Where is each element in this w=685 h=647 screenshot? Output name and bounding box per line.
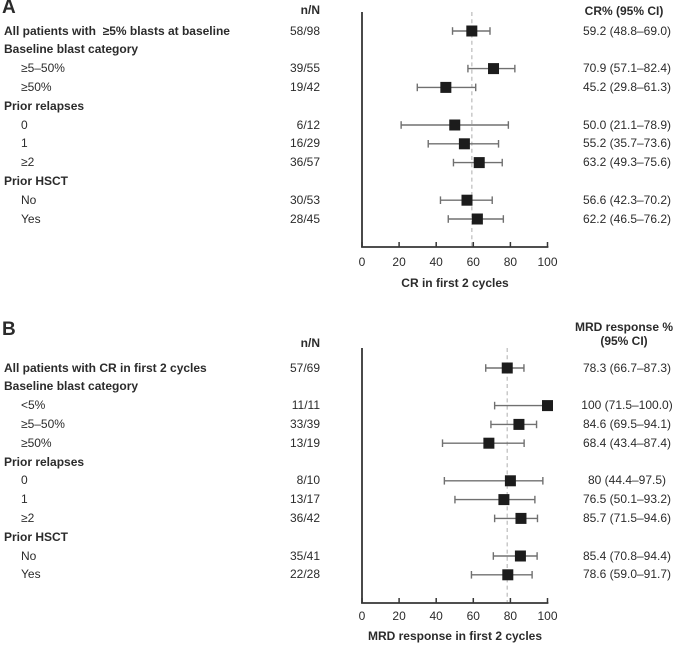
row-n-of-N: 36/42 [289,510,320,525]
row-n-of-N: 35/41 [289,548,320,563]
x-tick-label: 0 [358,255,366,269]
row-label: 1 [21,492,28,507]
panel-b-value-column-header-line1: MRD response % [574,320,674,334]
estimate-marker [471,213,483,225]
group-label: Baseline blast category [4,379,139,394]
row-n-of-N: 13/17 [289,492,320,507]
row-n-of-N: 13/19 [289,435,320,450]
row-label: ≥2 [21,155,35,170]
estimate-marker [473,157,485,169]
row-label: ≥2 [21,510,35,525]
row-label: No [21,192,37,207]
row-n-of-N: 58/98 [289,23,320,38]
x-tick-label: 60 [466,609,480,623]
x-tick-label: 80 [503,609,518,623]
estimate-marker [502,569,514,581]
row-value-ci: 78.3 (66.7–87.3) [582,360,672,375]
row-n-of-N: 16/29 [289,136,320,151]
row-label: <5% [21,398,46,413]
group-label: Prior relapses [4,454,85,469]
x-tick-label: 20 [392,609,406,623]
x-tick-label: 20 [392,255,406,269]
row-n-of-N: 30/53 [289,192,320,207]
row-value-ci: 85.7 (71.5–94.6) [582,510,672,525]
estimate-marker [515,512,527,524]
row-n-of-N: 19/42 [289,79,320,94]
row-label: Yes [21,567,41,582]
row-label: ≥50% [21,435,52,450]
row-value-ci: 63.2 (49.3–75.6) [582,155,672,170]
row-value-ci: 76.5 (50.1–93.2) [582,492,672,507]
estimate-marker [461,194,473,206]
row-label: ≥5–50% [21,61,65,76]
row-label: 1 [21,136,28,151]
estimate-marker [483,437,495,449]
row-value-ci: 55.2 (35.7–73.6) [582,136,672,151]
row-n-of-N: 6/12 [296,117,320,132]
row-value-ci: 59.2 (48.8–69.0) [582,23,672,38]
row-n-of-N: 28/45 [289,211,320,226]
row-label: ≥50% [21,79,52,94]
row-n-of-N: 36/57 [289,155,320,170]
estimate-marker [513,418,525,430]
row-n-of-N: 57/69 [289,360,320,375]
row-value-ci: 68.4 (43.4–87.4) [582,435,672,450]
estimate-marker [498,494,510,506]
x-tick-label: 40 [429,609,443,623]
row-value-ci: 85.4 (70.8–94.4) [582,548,672,563]
row-value-ci: 50.0 (21.1–78.9) [582,117,672,132]
row-label: Yes [21,211,41,226]
row-n-of-N: 22/28 [289,567,320,582]
row-label: 0 [21,117,28,132]
estimate-marker [504,475,516,487]
row-value-ci: 70.9 (57.1–82.4) [582,61,672,76]
x-tick-label: 100 [537,255,558,269]
row-value-ci: 62.2 (46.5–76.2) [582,211,672,226]
row-label: All patients with CR in first 2 cycles [4,360,207,375]
row-value-ci: 45.2 (29.8–61.3) [582,79,672,94]
row-n-of-N: 39/55 [289,61,320,76]
row-label: No [21,548,37,563]
row-value-ci: 80 (44.4–97.5) [587,473,667,488]
x-tick-label: 100 [537,609,558,623]
estimate-marker [542,400,553,412]
panel-b-x-axis-title: MRD response in first 2 cycles [367,629,543,643]
group-label: Prior HSCT [4,529,69,544]
x-tick-label: 60 [466,255,480,269]
row-label: ≥5–50% [21,416,65,431]
estimate-marker [488,63,500,75]
panel-b-value-column-header-line2: (95% CI) [600,334,648,348]
row-label: All patients with ≥5% blasts at baseline [4,23,230,38]
row-value-ci: 78.6 (59.0–91.7) [582,567,672,582]
row-n-of-N: 8/10 [296,473,320,488]
estimate-marker [514,550,526,562]
estimate-marker [440,81,452,93]
x-tick-label: 40 [429,255,443,269]
row-value-ci: 56.6 (42.3–70.2) [582,192,672,207]
estimate-marker [501,362,513,374]
panel-a-label: A [2,0,16,18]
estimate-marker [458,138,470,150]
group-label: Baseline blast category [4,42,139,57]
x-tick-label: 80 [503,255,518,269]
estimate-marker [466,25,478,37]
row-value-ci: 84.6 (69.5–94.1) [582,416,672,431]
x-tick-label: 0 [358,609,366,623]
panel-b-label: B [2,319,16,340]
estimate-marker [449,119,461,131]
row-n-of-N: 33/39 [289,416,320,431]
row-label: 0 [21,473,28,488]
group-label: Prior HSCT [4,173,69,188]
panel-b-nn-column-header: n/N [300,336,320,350]
row-n-of-N: 11/11 [291,398,320,413]
panel-a-x-axis-title: CR in first 2 cycles [401,276,509,290]
group-label: Prior relapses [4,98,85,113]
panel-a-value-column-header: CR% (95% CI) [584,4,664,18]
panel-a-nn-column-header: n/N [300,3,320,17]
row-value-ci: 100 (71.5–100.0) [581,398,673,413]
